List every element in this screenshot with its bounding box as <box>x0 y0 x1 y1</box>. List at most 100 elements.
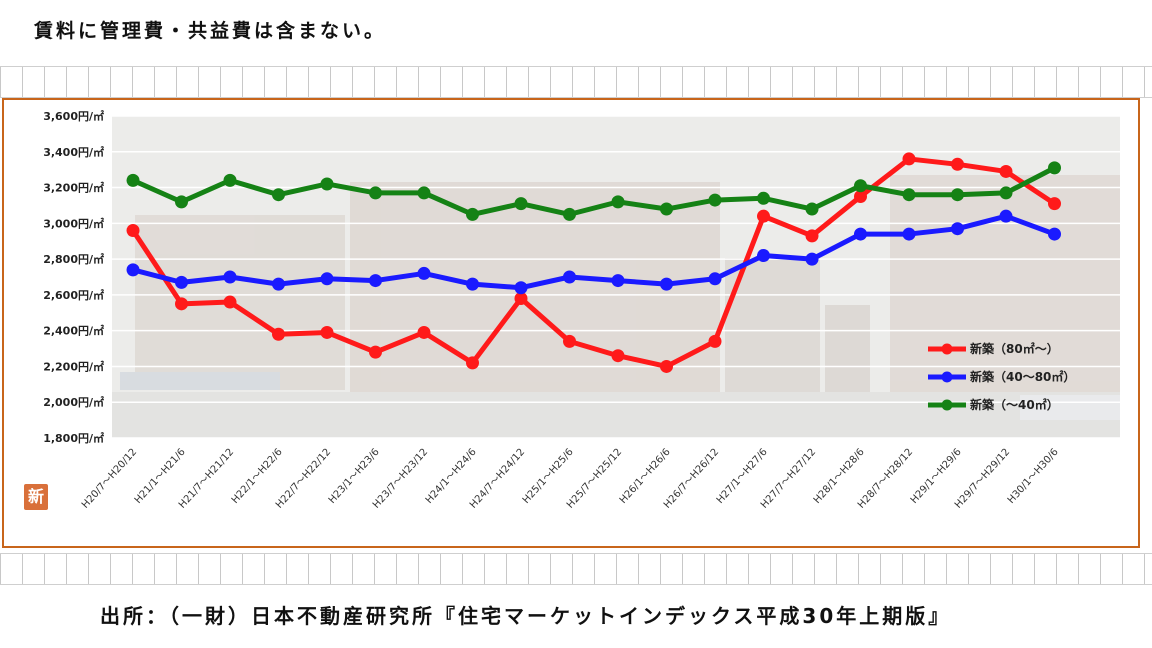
x-tick-label: H24/1～H24/6 <box>424 447 479 506</box>
data-point-s3 <box>514 197 528 211</box>
data-point-s3 <box>611 195 625 209</box>
x-tick-label: H23/1～H23/6 <box>327 447 382 506</box>
data-point-s1 <box>126 223 140 237</box>
data-point-s3 <box>951 188 964 202</box>
data-point-s1 <box>417 325 431 339</box>
data-point-s1 <box>660 359 673 373</box>
y-tick-label: 2,800円/㎡ <box>43 252 104 266</box>
legend-label-1: 新築（80㎡～） <box>970 341 1059 356</box>
data-point-s1 <box>805 229 819 243</box>
data-point-s1 <box>320 325 334 339</box>
source-citation: 出所：（一財）日本不動産研究所『住宅マーケットインデックス平成30年上期版』 <box>100 604 952 628</box>
data-point-s2 <box>320 272 334 286</box>
x-tick-label: H23/7～H23/12 <box>371 447 430 511</box>
data-point-s1 <box>1048 197 1061 211</box>
x-tick-label: H28/1～H28/6 <box>812 447 867 506</box>
x-tick-label: H29/1～H29/6 <box>909 447 964 506</box>
data-point-s1 <box>951 157 964 171</box>
y-tick-label: 2,600円/㎡ <box>43 288 104 302</box>
data-point-s1 <box>369 345 382 359</box>
data-point-s1 <box>272 327 285 341</box>
data-point-s2 <box>514 281 528 295</box>
series-line-1 <box>130 156 1056 369</box>
decorative-grid-strip-bottom <box>0 553 1152 585</box>
legend-marker-1 <box>941 343 953 355</box>
data-point-s3 <box>563 207 576 221</box>
data-point-s3 <box>126 173 140 187</box>
legend-marker-3 <box>941 399 953 411</box>
x-tick-label: H22/7～H22/12 <box>274 447 333 511</box>
series-line-2 <box>132 213 1056 291</box>
data-point-s1 <box>611 349 625 363</box>
data-point-s3 <box>223 173 237 187</box>
data-point-s3 <box>902 188 916 202</box>
new-build-badge: 新 <box>24 484 48 510</box>
y-tick-label: 3,000円/㎡ <box>43 216 104 230</box>
data-point-s3 <box>854 179 867 193</box>
data-point-s2 <box>175 275 188 289</box>
x-tick-label: H24/7～H24/12 <box>468 447 527 511</box>
y-tick-label: 3,600円/㎡ <box>43 109 104 123</box>
data-point-s2 <box>563 270 576 284</box>
x-tick-label: H22/1～H22/6 <box>230 447 285 506</box>
data-point-s2 <box>805 252 819 266</box>
data-point-s2 <box>757 249 770 263</box>
data-point-s3 <box>805 202 819 216</box>
y-tick-label: 3,400円/㎡ <box>43 145 104 159</box>
data-point-s2 <box>223 270 237 284</box>
x-tick-label: H20/7～H20/12 <box>80 447 139 511</box>
data-point-s3 <box>1048 161 1061 175</box>
legend-marker-2 <box>941 371 953 383</box>
data-point-s3 <box>660 202 673 216</box>
data-point-s1 <box>757 209 770 223</box>
data-point-s2 <box>369 274 382 288</box>
data-point-s2 <box>466 277 479 291</box>
data-point-s2 <box>854 227 867 241</box>
data-point-s3 <box>999 186 1013 200</box>
y-tick-label: 2,400円/㎡ <box>43 324 104 338</box>
data-point-s3 <box>757 191 770 205</box>
data-point-s3 <box>708 193 722 207</box>
data-point-s2 <box>708 272 722 286</box>
x-tick-label: H27/1～H27/6 <box>715 447 770 506</box>
data-point-s3 <box>320 177 334 191</box>
x-tick-label: H25/7～H25/12 <box>565 447 624 511</box>
data-point-s1 <box>514 291 528 305</box>
data-point-s2 <box>1048 227 1061 241</box>
y-tick-label: 2,000円/㎡ <box>43 395 104 409</box>
data-point-s3 <box>369 186 382 200</box>
x-tick-label: H29/7～H29/12 <box>953 447 1012 511</box>
x-tick-label: H26/7～H26/12 <box>662 447 721 511</box>
data-point-s1 <box>902 152 916 166</box>
y-tick-label: 2,200円/㎡ <box>43 359 104 373</box>
data-point-s3 <box>272 188 285 202</box>
x-tick-label: H21/7～H21/12 <box>177 447 236 511</box>
data-point-s1 <box>563 334 576 348</box>
data-point-s3 <box>175 195 188 209</box>
y-tick-label: 3,200円/㎡ <box>43 181 104 195</box>
series-line-3 <box>131 165 1056 217</box>
data-point-s2 <box>272 277 285 291</box>
data-point-s2 <box>126 263 140 277</box>
x-tick-label: H30/1～H30/6 <box>1006 447 1061 506</box>
data-point-s2 <box>999 209 1013 223</box>
decorative-grid-strip-top <box>0 66 1152 98</box>
data-point-s1 <box>466 356 479 370</box>
data-point-s2 <box>660 277 673 291</box>
data-point-s3 <box>417 186 431 200</box>
y-tick-label: 1,800円/㎡ <box>43 431 104 445</box>
data-point-s1 <box>854 190 867 203</box>
x-tick-label: H21/1～H21/6 <box>133 447 188 506</box>
x-tick-label: H25/1～H25/6 <box>521 447 576 506</box>
data-point-s1 <box>999 164 1013 178</box>
x-tick-label: H26/1～H26/6 <box>618 447 673 506</box>
x-tick-label: H28/7～H28/12 <box>856 447 915 511</box>
data-point-s1 <box>708 334 722 348</box>
data-point-s1 <box>223 295 237 309</box>
rent-note: 賃料に管理費・共益費は含まない。 <box>34 20 387 42</box>
data-point-s2 <box>951 222 964 236</box>
data-point-s1 <box>175 297 188 311</box>
data-point-s2 <box>417 266 431 280</box>
x-tick-label: H27/7～H27/12 <box>759 447 818 511</box>
